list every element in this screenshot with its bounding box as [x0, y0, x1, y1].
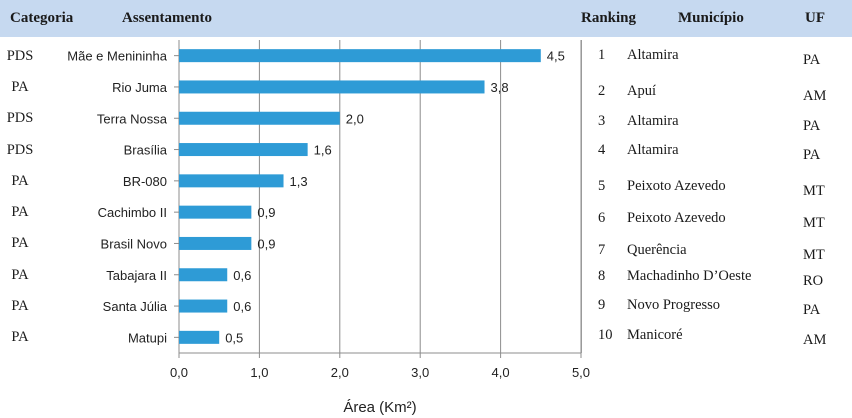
category-label: Terra Nossa: [97, 111, 168, 126]
bar: [179, 174, 284, 188]
uf-cell: MT: [803, 215, 825, 231]
categoria-cell: PA: [11, 266, 29, 283]
bar: [179, 330, 220, 344]
data-label: 2,0: [346, 111, 364, 126]
category-label: Cachimbo II: [98, 205, 167, 220]
categoria-cell: PDS: [6, 47, 34, 64]
bar: [179, 299, 228, 313]
category-label: Tabajara II: [106, 268, 167, 283]
header-ranking: Ranking: [581, 10, 637, 26]
uf-cell: AM: [803, 332, 827, 348]
rank-cell: 2: [598, 83, 606, 99]
municipio-cell: Altamira: [627, 113, 679, 129]
category-label: Brasília: [124, 143, 168, 158]
category-label: Brasil Novo: [101, 236, 167, 251]
header-municipio: Município: [678, 10, 744, 26]
rank-cell: 5: [598, 178, 606, 194]
bar: [179, 268, 228, 282]
category-label: BR-080: [123, 174, 167, 189]
municipio-cell: Querência: [627, 242, 687, 258]
municipio-cell: Altamira: [627, 47, 679, 63]
x-tick-label: 2,0: [331, 365, 349, 380]
rank-cell: 9: [598, 297, 606, 313]
rank-cell: 3: [598, 113, 606, 129]
municipio-cell: Altamira: [627, 142, 679, 158]
x-tick-label: 1,0: [250, 365, 268, 380]
data-label: 0,6: [233, 268, 251, 283]
categoria-cell: PDS: [6, 110, 34, 127]
categoria-cell: PA: [11, 172, 29, 189]
categoria-cell: PDS: [6, 141, 34, 158]
uf-cell: RO: [803, 273, 824, 289]
rank-cell: 6: [598, 210, 606, 226]
municipio-cell: Machadinho D’Oeste: [627, 268, 752, 284]
bar: [179, 111, 340, 125]
categoria-cell: PA: [11, 235, 29, 252]
header-assentamento: Assentamento: [122, 10, 212, 26]
rank-cell: 4: [598, 142, 606, 158]
municipio-cell: Manicoré: [627, 327, 683, 343]
uf-cell: AM: [803, 88, 827, 104]
bar: [179, 80, 485, 94]
categoria-cell: PA: [11, 78, 29, 95]
x-axis-label: Área (Km²): [343, 399, 416, 416]
table-header-bar: [0, 0, 852, 37]
data-label: 4,5: [547, 49, 565, 64]
header-uf: UF: [805, 10, 825, 26]
uf-cell: PA: [803, 147, 821, 163]
category-label: Mãe e Menininha: [67, 49, 167, 64]
area-bar-chart: Área (Km²) 0,0 1,0 2,0 3,0 4,0 5,0 Mãe e Menin…: [67, 40, 590, 416]
rank-cell: 7: [598, 242, 606, 258]
data-label: 3,8: [491, 80, 509, 95]
uf-cell: PA: [803, 118, 821, 134]
uf-cell: MT: [803, 247, 825, 263]
x-tick-label: 3,0: [411, 365, 429, 380]
uf-cell: PA: [803, 302, 821, 318]
data-label: 0,6: [233, 299, 251, 314]
column-divider: [581, 40, 582, 353]
bar: [179, 205, 252, 219]
uf-cell: PA: [803, 52, 821, 68]
header-categoria: Categoria: [10, 10, 74, 26]
category-label: Rio Juma: [112, 80, 168, 95]
data-label: 1,6: [314, 143, 332, 158]
uf-cell: MT: [803, 183, 825, 199]
data-label: 0,5: [225, 330, 243, 345]
x-tick-label: 4,0: [492, 365, 510, 380]
bar: [179, 236, 252, 250]
categoria-cell: PA: [11, 329, 29, 346]
data-label: 0,9: [257, 205, 275, 220]
x-tick-label: 0,0: [170, 365, 188, 380]
x-tick-label: 5,0: [572, 365, 590, 380]
category-label: Matupi: [128, 330, 167, 345]
municipio-cell: Peixoto Azevedo: [627, 178, 726, 194]
bar: [179, 143, 308, 157]
municipio-cell: Peixoto Azevedo: [627, 210, 726, 226]
rank-cell: 1: [598, 47, 606, 63]
categoria-cell: PA: [11, 298, 29, 315]
municipio-cell: Apuí: [627, 83, 656, 99]
data-label: 1,3: [290, 174, 308, 189]
rank-cell: 10: [598, 327, 613, 343]
municipio-cell: Novo Progresso: [627, 297, 721, 313]
category-label: Santa Júlia: [103, 299, 168, 314]
rank-cell: 8: [598, 268, 606, 284]
data-label: 0,9: [257, 236, 275, 251]
categoria-cell: PA: [11, 204, 29, 221]
bar: [179, 49, 541, 63]
